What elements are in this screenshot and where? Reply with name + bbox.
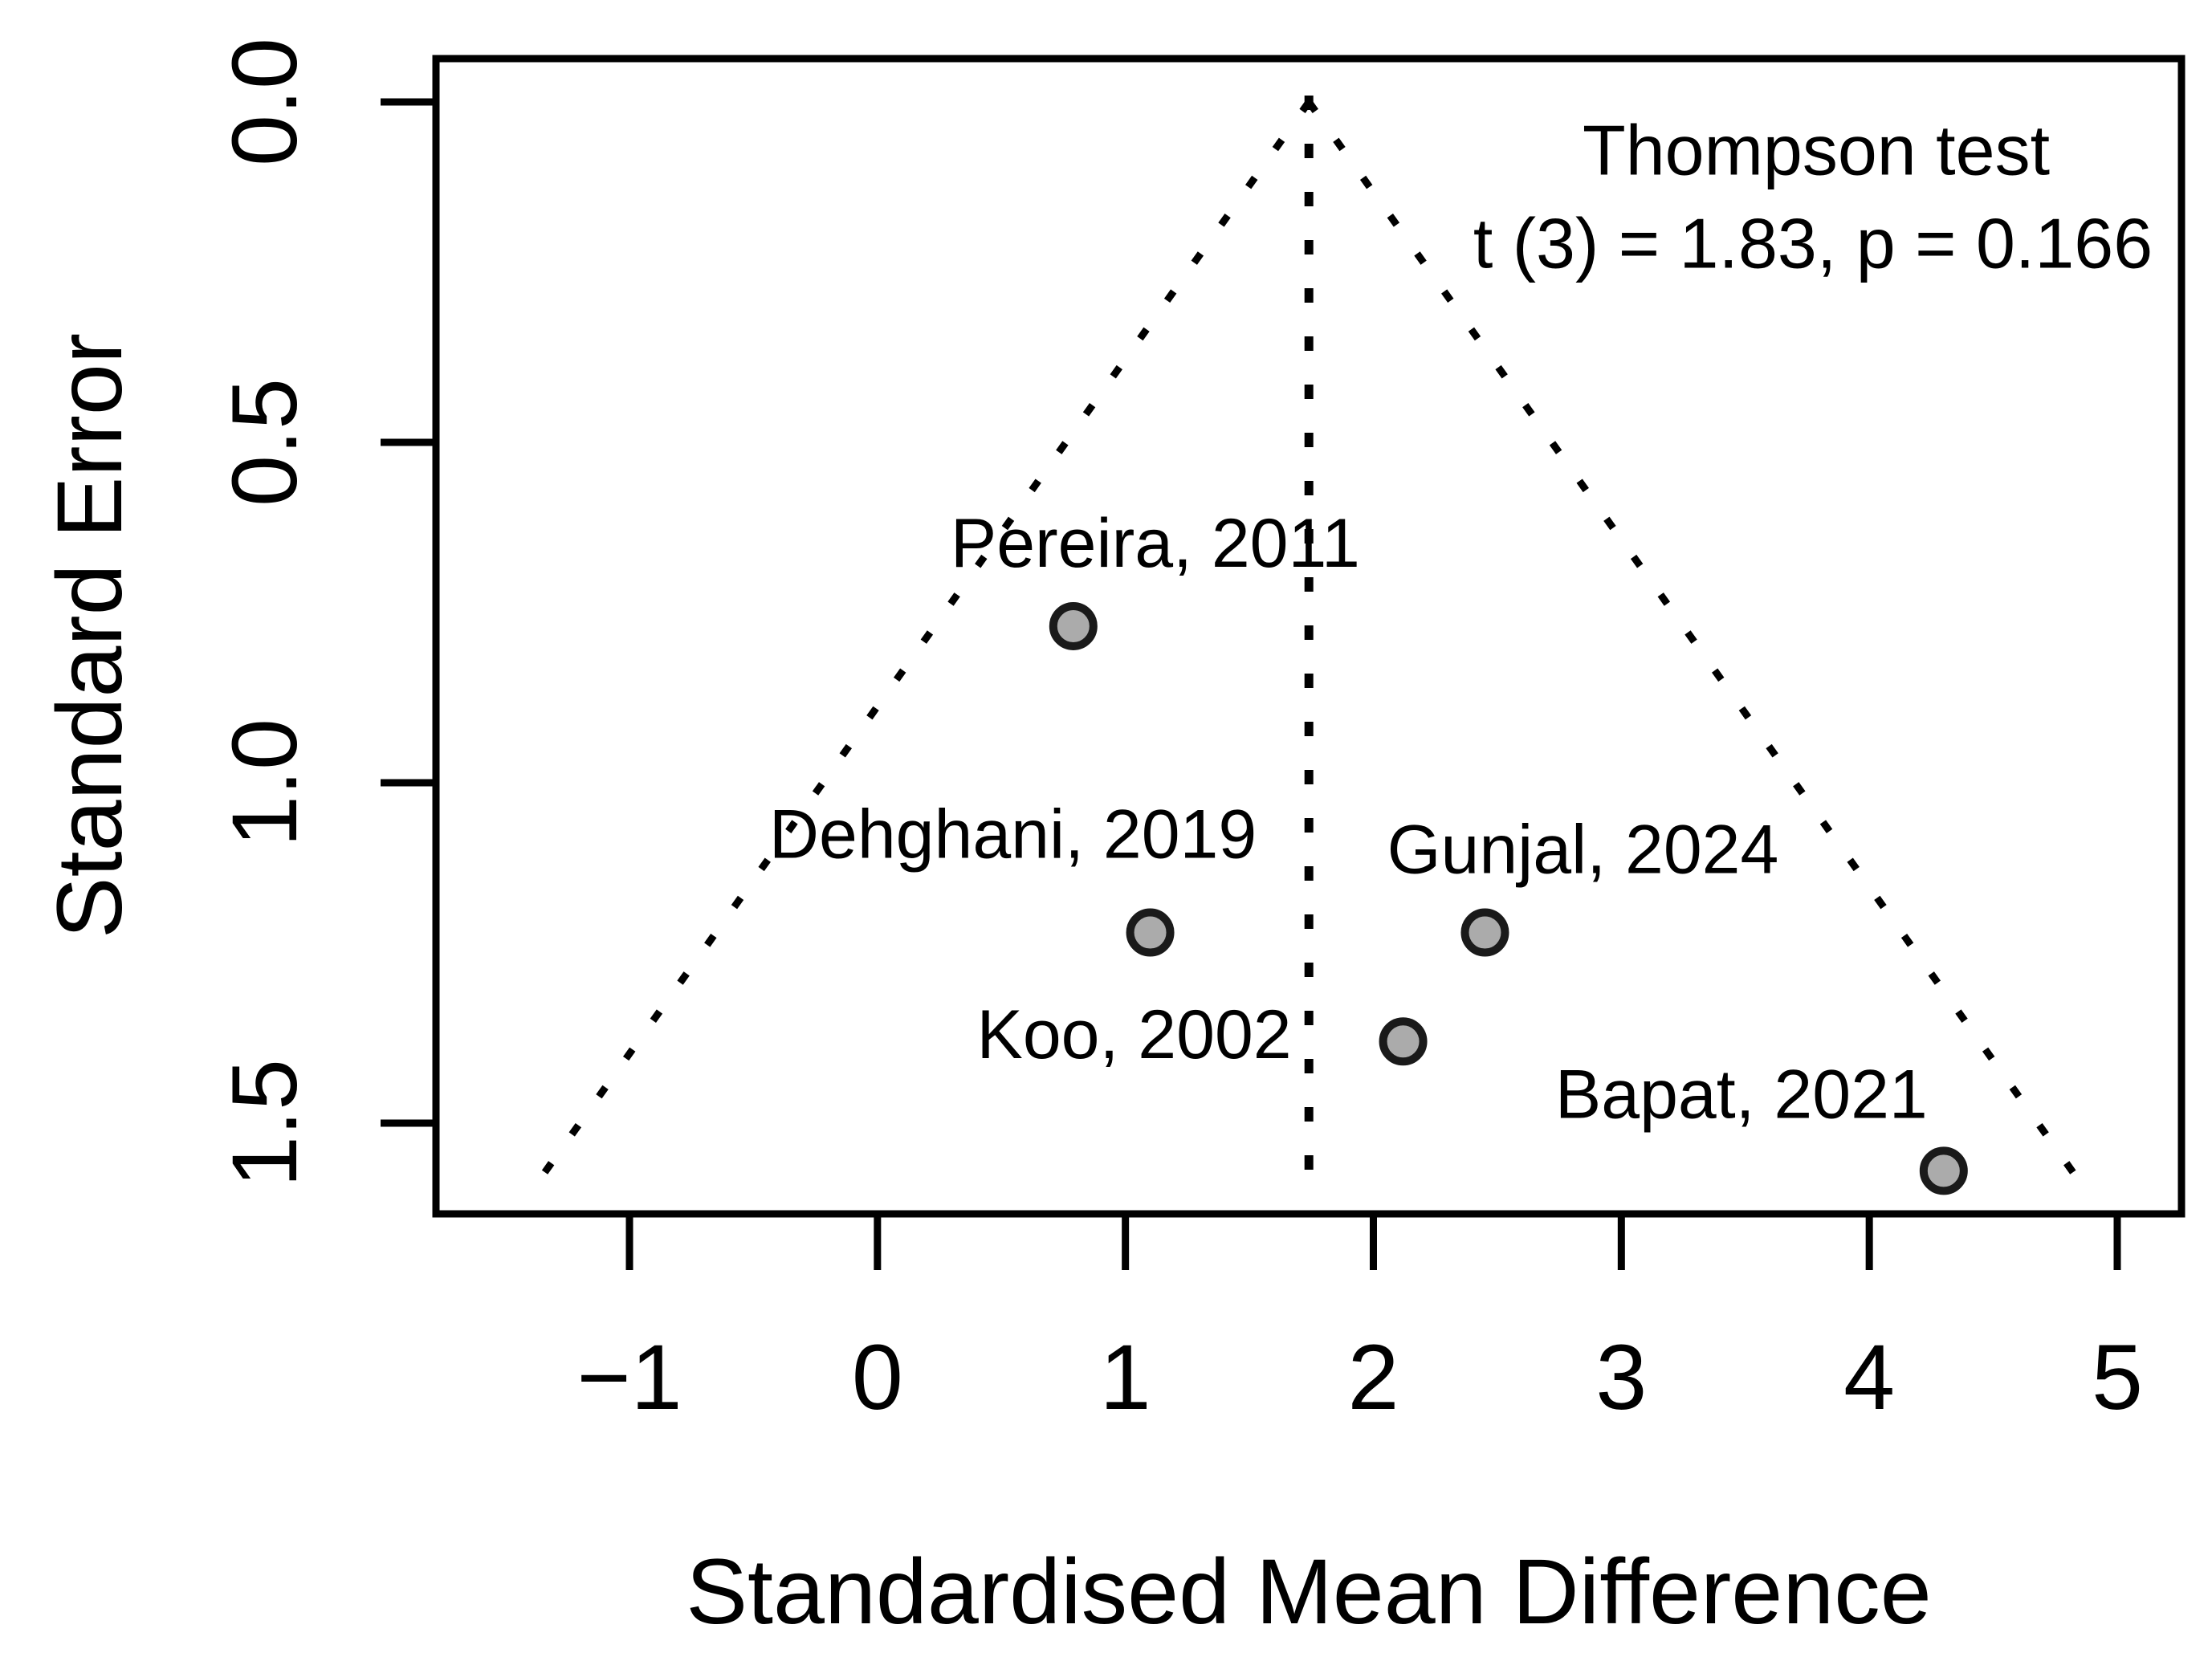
y-axis: 0.0 0.5 1.0 1.5 [214, 38, 434, 1187]
x-tick-label: 0 [852, 1326, 903, 1429]
funnel-lines [538, 96, 2080, 1181]
annotation-test-name: Thompson test [1583, 111, 2050, 190]
annotation-test-result: t (3) = 1.83, p = 0.166 [1473, 204, 2153, 283]
y-tick-label: 0.5 [214, 378, 316, 507]
y-tick-label: 1.0 [214, 719, 316, 847]
study-label: Gunjal, 2024 [1387, 812, 1779, 889]
y-tick-label: 0.0 [214, 38, 316, 166]
data-points [1049, 601, 1968, 1195]
x-tick-label: 2 [1348, 1326, 1399, 1429]
plot-box [432, 55, 2186, 1218]
x-axis: −1 0 1 2 3 4 5 [576, 1217, 2143, 1429]
x-tick-label: 5 [2092, 1326, 2143, 1429]
study-label: Koo, 2002 [976, 996, 1291, 1073]
x-tick-label: 1 [1100, 1326, 1151, 1429]
study-point [1460, 908, 1509, 957]
x-axis-title: Standardised Mean Difference [686, 1541, 1931, 1643]
x-tick-label: 3 [1595, 1326, 1647, 1429]
study-label: Bapat, 2021 [1555, 1056, 1928, 1133]
study-label: Dehghani, 2019 [769, 796, 1257, 873]
funnel-right-line [1306, 100, 2080, 1180]
plot-area: −1 0 1 2 3 4 5 0.0 0.5 1.0 1.5 Pereira, 2011 Dehgh… [39, 38, 2186, 1643]
y-tick-label: 1.5 [214, 1059, 316, 1187]
study-labels: Pereira, 2011 Dehghani, 2019 Gunjal, 2024 K… [769, 505, 1928, 1133]
study-label: Pereira, 2011 [951, 505, 1360, 582]
study-point [1049, 601, 1098, 650]
x-tick-label: 4 [1843, 1326, 1895, 1429]
study-point [1919, 1146, 1968, 1195]
annotation: Thompson test t (3) = 1.83, p = 0.166 [1473, 111, 2153, 283]
study-point [1126, 908, 1175, 957]
study-point [1379, 1017, 1428, 1066]
y-axis-title: Standard Error [39, 333, 141, 938]
funnel-left-line [538, 100, 1312, 1180]
x-tick-label: −1 [576, 1326, 682, 1429]
